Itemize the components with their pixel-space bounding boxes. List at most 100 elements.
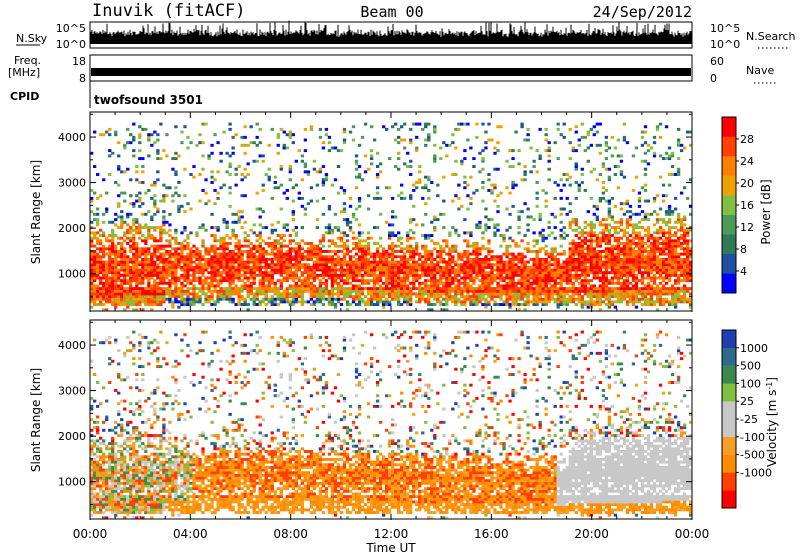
- power-cell: [634, 279, 639, 283]
- power-cell: [559, 133, 563, 137]
- power-cell: [442, 273, 446, 277]
- power-cell: [574, 234, 578, 237]
- power-cell: [249, 287, 253, 291]
- power-cell: [378, 300, 383, 304]
- power-cell: [568, 268, 572, 272]
- power-cell: [391, 268, 395, 272]
- power-cell: [144, 292, 148, 296]
- power-cell: [216, 295, 220, 299]
- power-cell: [589, 247, 593, 251]
- power-cell: [129, 268, 133, 272]
- power-cell: [643, 242, 648, 245]
- power-cell: [357, 249, 362, 253]
- power-cell: [559, 234, 563, 237]
- power-cell: [180, 247, 184, 251]
- power-cell: [466, 242, 470, 245]
- power-cell: [324, 279, 329, 283]
- power-cell: [159, 281, 163, 285]
- power-cell: [174, 271, 178, 275]
- power-cell: [466, 292, 470, 296]
- power-cell: [613, 226, 618, 230]
- power-cell: [529, 281, 533, 285]
- power-cell: [219, 287, 223, 291]
- power-cell: [354, 175, 359, 179]
- power-cell: [387, 252, 392, 256]
- power-cell: [460, 271, 464, 275]
- power-cell: [141, 170, 145, 174]
- power-cell: [628, 215, 633, 219]
- power-cell: [354, 247, 359, 251]
- power-cell: [99, 242, 103, 245]
- power-cell: [309, 287, 314, 291]
- power-cell: [505, 281, 509, 285]
- power-cell: [345, 279, 350, 283]
- power-cell: [592, 271, 596, 275]
- power-cell: [454, 263, 458, 267]
- power-cell: [222, 130, 226, 134]
- power-cell: [180, 295, 184, 299]
- power-cell: [213, 239, 217, 243]
- power-cell: [339, 265, 344, 269]
- power-cell: [616, 165, 621, 169]
- power-cell: [604, 157, 609, 161]
- power-cell: [538, 297, 542, 301]
- power-cell: [466, 271, 470, 275]
- power-cell: [264, 242, 268, 245]
- power-cell: [544, 268, 548, 272]
- power-cell: [532, 239, 536, 243]
- power-cell: [258, 289, 262, 293]
- power-cell: [153, 204, 157, 208]
- power-cell: [637, 204, 642, 208]
- power-cell: [186, 287, 190, 291]
- power-cell: [487, 289, 491, 293]
- power-cell: [580, 234, 584, 237]
- power-cell: [568, 287, 572, 291]
- power-cell: [634, 289, 639, 293]
- power-cell: [282, 295, 286, 299]
- power-cell: [117, 165, 121, 169]
- power-cell: [427, 236, 431, 240]
- power-cell: [553, 287, 557, 291]
- power-cell: [415, 146, 419, 150]
- power-cell: [604, 149, 609, 153]
- power-cell: [291, 287, 295, 291]
- power-cell: [366, 263, 371, 267]
- power-cell: [342, 141, 347, 145]
- power-cell: [460, 281, 464, 285]
- power-cell: [108, 265, 112, 269]
- noise-left-tick-top: 10^5: [56, 22, 86, 35]
- power-cell: [369, 149, 374, 153]
- power-cell: [577, 143, 581, 147]
- power-cell: [108, 239, 112, 243]
- power-cell: [556, 260, 560, 264]
- power-cell: [424, 249, 428, 253]
- power-cell: [538, 234, 542, 237]
- power-cell: [108, 173, 112, 176]
- power-cell: [568, 220, 572, 224]
- power-cell: [123, 287, 127, 291]
- power-cell: [249, 141, 253, 145]
- power-cell: [93, 284, 97, 288]
- power-cell: [372, 271, 377, 275]
- power-cell: [102, 263, 106, 267]
- power-cell: [291, 212, 295, 216]
- power-cell: [99, 287, 103, 291]
- power-cell: [168, 297, 172, 301]
- power-cell: [424, 263, 428, 267]
- power-cell: [415, 252, 419, 256]
- power-cell: [613, 228, 618, 232]
- power-cell: [273, 180, 277, 184]
- power-cell: [628, 265, 633, 269]
- power-cell: [526, 127, 530, 131]
- power-cell: [439, 212, 443, 216]
- power-cell: [571, 297, 575, 301]
- power-cell: [339, 236, 344, 240]
- power-cell: [285, 257, 289, 261]
- power-cell: [369, 252, 374, 256]
- power-cell: [619, 249, 624, 253]
- power-cell: [318, 279, 323, 283]
- power-cell: [153, 252, 157, 256]
- power-cell: [183, 255, 187, 259]
- power-cell: [493, 289, 497, 293]
- power-cell: [159, 122, 163, 126]
